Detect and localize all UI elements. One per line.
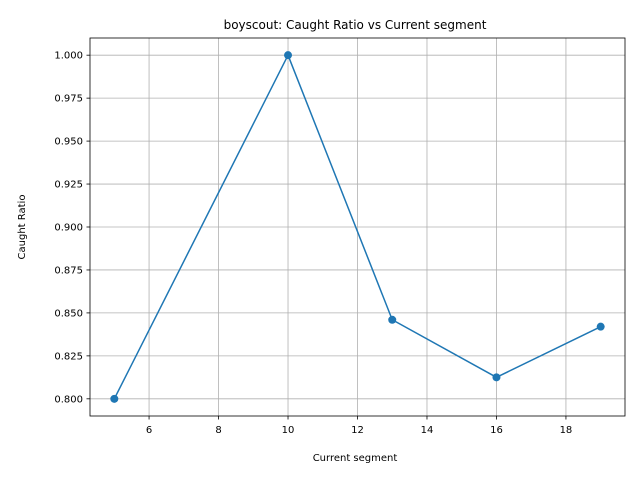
data-point: [492, 373, 501, 382]
x-tick-label: 18: [560, 425, 573, 436]
data-point: [388, 315, 397, 324]
chart-title: boyscout: Caught Ratio vs Current segmen…: [224, 18, 487, 32]
x-tick-label: 10: [282, 425, 295, 436]
y-tick-label: 0.950: [54, 137, 83, 148]
y-axis-label: Caught Ratio: [17, 195, 28, 260]
y-tick-label: 0.825: [54, 351, 83, 362]
x-tick-label: 14: [421, 425, 434, 436]
y-tick-label: 1.000: [54, 51, 83, 62]
x-tick-label: 8: [215, 425, 221, 436]
grid: [90, 38, 625, 416]
data-point: [110, 394, 119, 403]
data-point: [284, 51, 293, 60]
y-tick-label: 0.875: [54, 265, 83, 276]
x-tick-label: 6: [146, 425, 152, 436]
y-tick-label: 0.850: [54, 308, 83, 319]
x-axis-label: Current segment: [313, 453, 398, 464]
y-tick-label: 0.975: [54, 94, 83, 105]
y-axis: 0.800 0.825 0.850 0.875 0.900 0.925 0.950 0.975…: [54, 51, 90, 405]
x-axis: 6 8 10 12 14 16 18: [146, 416, 572, 436]
data-point: [596, 322, 605, 331]
y-tick-label: 0.925: [54, 180, 83, 191]
x-tick-label: 16: [490, 425, 503, 436]
series: [110, 51, 605, 403]
y-tick-label: 0.900: [54, 223, 83, 234]
x-tick-label: 12: [351, 425, 364, 436]
y-tick-label: 0.800: [54, 394, 83, 405]
